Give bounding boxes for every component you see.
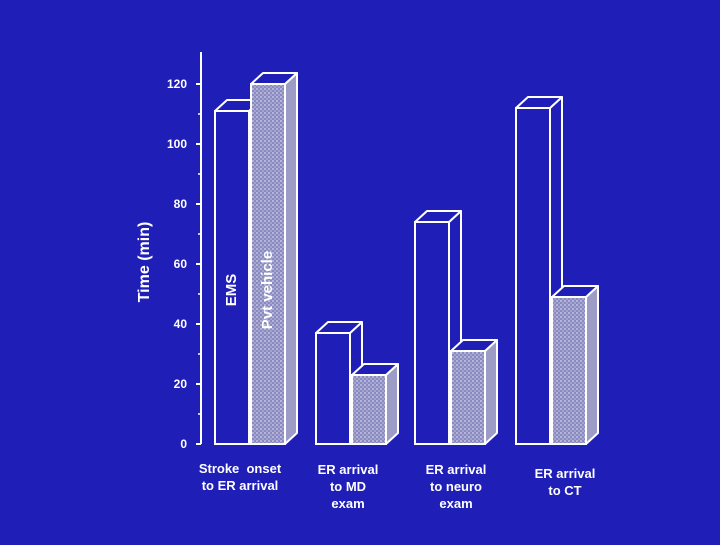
y-tick-label: 60	[174, 257, 188, 271]
bar-side-face	[484, 339, 498, 445]
y-axis-title: Time (min)	[136, 222, 153, 303]
bar-front-face	[551, 296, 587, 445]
bar-front-face	[414, 221, 450, 445]
x-category-label: Stroke onset to ER arrival	[199, 461, 282, 493]
y-tick-label: 0	[180, 437, 187, 451]
legend-label-pvt-vehicle: Pvt vehicle	[259, 251, 276, 329]
bar-front-face	[515, 107, 551, 445]
x-category-label: ER arrival to neuro exam	[426, 462, 487, 511]
x-category-label: ER arrival to CT	[535, 466, 596, 498]
bar-front-face	[250, 83, 286, 445]
bar-side-face	[585, 285, 599, 445]
pvt-vehicle-bar	[351, 363, 399, 445]
bar-front-face	[315, 332, 351, 445]
y-tick-label: 80	[174, 197, 188, 211]
bar-front-face	[351, 374, 387, 445]
y-tick-label: 40	[174, 317, 188, 331]
bar-side-face	[284, 72, 298, 445]
pvt-vehicle-bar	[450, 339, 498, 445]
pvt-vehicle-bar	[250, 72, 298, 445]
legend-label-ems: EMS	[223, 274, 240, 307]
bar-side-face	[385, 363, 399, 445]
y-tick-label: 20	[174, 377, 188, 391]
bar-front-face	[214, 110, 250, 445]
bar-front-face	[450, 350, 486, 445]
y-tick-label: 120	[167, 77, 187, 91]
x-category-label: ER arrival to MD exam	[318, 462, 379, 511]
pvt-vehicle-bar	[551, 285, 599, 445]
y-tick-label: 100	[167, 137, 187, 151]
